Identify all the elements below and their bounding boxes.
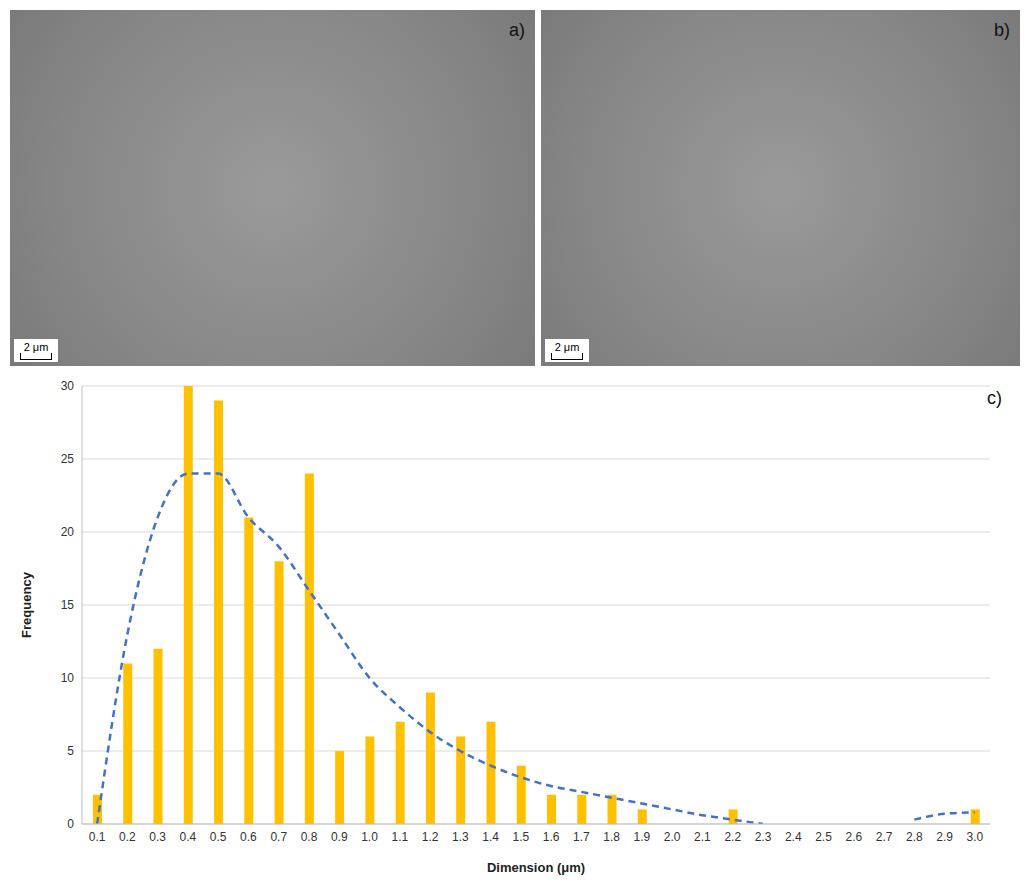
svg-text:10: 10 — [61, 671, 75, 685]
svg-text:30: 30 — [61, 379, 75, 393]
svg-text:Dimension (μm): Dimension (μm) — [487, 860, 585, 875]
svg-text:0.1: 0.1 — [89, 830, 106, 844]
svg-text:15: 15 — [61, 598, 75, 612]
svg-text:0.9: 0.9 — [331, 830, 348, 844]
svg-text:1.4: 1.4 — [482, 830, 499, 844]
svg-text:2.3: 2.3 — [755, 830, 772, 844]
svg-text:3.0: 3.0 — [967, 830, 984, 844]
svg-text:20: 20 — [61, 525, 75, 539]
html-text:2 μm: 2 μm — [23, 341, 49, 353]
svg-text:0.8: 0.8 — [301, 830, 318, 844]
svg-text:0.7: 0.7 — [270, 830, 287, 844]
svg-text:2.9: 2.9 — [936, 830, 953, 844]
html-text:b): b) — [994, 20, 1010, 40]
svg-text:2.0: 2.0 — [664, 830, 681, 844]
svg-text:Frequency: Frequency — [19, 571, 34, 638]
svg-text:1.7: 1.7 — [573, 830, 590, 844]
svg-text:0.3: 0.3 — [149, 830, 166, 844]
svg-text:2.2: 2.2 — [724, 830, 741, 844]
svg-text:2.7: 2.7 — [876, 830, 893, 844]
svg-text:1.3: 1.3 — [452, 830, 469, 844]
svg-text:1.9: 1.9 — [634, 830, 651, 844]
svg-text:0.4: 0.4 — [180, 830, 197, 844]
html-text:c): c) — [987, 388, 1002, 408]
svg-text:1.2: 1.2 — [422, 830, 439, 844]
html-text:a): a) — [509, 20, 525, 40]
svg-text:1.5: 1.5 — [513, 830, 530, 844]
html-text:2 μm: 2 μm — [554, 341, 580, 353]
svg-text:2.5: 2.5 — [815, 830, 832, 844]
svg-text:0: 0 — [67, 817, 74, 831]
svg-text:1.0: 1.0 — [361, 830, 378, 844]
svg-text:0.2: 0.2 — [119, 830, 136, 844]
svg-text:25: 25 — [61, 452, 75, 466]
svg-text:1.8: 1.8 — [603, 830, 620, 844]
svg-text:0.6: 0.6 — [240, 830, 257, 844]
svg-text:2.1: 2.1 — [694, 830, 711, 844]
svg-text:2.6: 2.6 — [845, 830, 862, 844]
svg-text:0.5: 0.5 — [210, 830, 227, 844]
svg-text:1.1: 1.1 — [391, 830, 408, 844]
svg-text:2.4: 2.4 — [785, 830, 802, 844]
svg-text:5: 5 — [67, 744, 74, 758]
svg-text:2.8: 2.8 — [906, 830, 923, 844]
svg-text:1.6: 1.6 — [543, 830, 560, 844]
